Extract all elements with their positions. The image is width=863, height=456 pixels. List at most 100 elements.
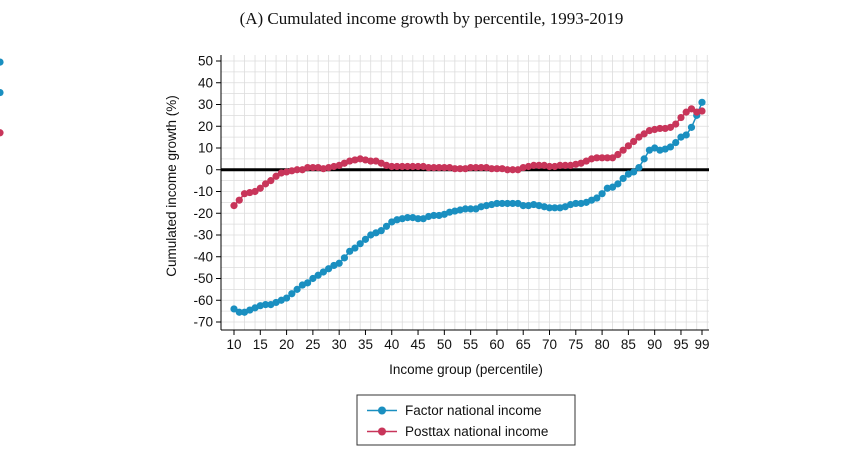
data-point: [325, 265, 333, 273]
data-point: [509, 199, 517, 208]
data-point: [272, 172, 280, 180]
x-tick-label: 80: [595, 337, 610, 352]
data-point: [472, 163, 480, 172]
y-axis: -70 -60 -50 -40 -30 -20 -10 0 10 20 30 40 50: [193, 54, 222, 330]
data-point: [503, 199, 512, 208]
x-tick-label: 95: [673, 337, 688, 352]
data-point: [461, 205, 469, 213]
x-tick-label: 75: [568, 337, 583, 352]
data-point: [551, 204, 559, 212]
data-point: [251, 187, 259, 196]
data-point: [498, 199, 506, 208]
y-tick-label: 50: [198, 54, 213, 69]
data-point: [293, 166, 301, 174]
data-point: [377, 227, 385, 235]
data-point: [467, 163, 475, 172]
data-point: [456, 165, 464, 173]
gridlines: [221, 55, 709, 330]
data-point: [314, 271, 322, 279]
data-point: [535, 161, 543, 169]
data-point: [309, 163, 317, 172]
data-point: [545, 204, 554, 212]
x-tick-label: 65: [516, 337, 531, 352]
series-posttax: [0, 105, 706, 210]
x-tick-label: 15: [253, 337, 268, 352]
y-tick-label: -40: [193, 249, 213, 264]
data-point: [687, 105, 696, 113]
data-point: [424, 163, 433, 172]
data-point: [430, 211, 438, 220]
y-tick-label: -50: [193, 271, 213, 286]
data-point: [356, 240, 364, 248]
data-point: [614, 180, 622, 188]
x-tick-label: 55: [463, 337, 478, 352]
data-point: [335, 259, 343, 267]
data-point: [304, 163, 312, 172]
y-tick-label: 30: [198, 97, 213, 112]
data-point: [488, 165, 496, 173]
data-point: [361, 235, 370, 243]
data-point: [630, 137, 638, 146]
data-point: [614, 150, 622, 159]
legend-swatch-marker-factor: [378, 406, 386, 415]
data-point: [545, 162, 554, 171]
legend-swatch-marker-posttax: [378, 427, 386, 436]
data-point: [493, 165, 501, 173]
data-point: [0, 58, 4, 66]
x-tick-label: 85: [621, 337, 636, 352]
x-axis: 10 15 20 25 30 35 40 45 50 55 60 65 70 75 80 85 90 95 99: [221, 329, 710, 352]
data-point: [656, 124, 664, 133]
data-point: [624, 142, 632, 150]
data-point: [230, 202, 238, 210]
y-tick-label: 0: [205, 162, 213, 177]
data-point: [666, 123, 675, 131]
data-point: [593, 154, 601, 162]
data-point: [293, 285, 301, 293]
x-tick-label: 30: [332, 337, 347, 352]
y-tick-label: -70: [193, 315, 213, 330]
legend-label-factor: Factor national income: [405, 403, 542, 418]
y-tick-label: -20: [193, 206, 213, 221]
y-tick-label: -60: [193, 293, 213, 308]
data-point: [619, 146, 627, 154]
data-point: [0, 129, 4, 137]
data-point: [261, 301, 270, 309]
y-tick-label: 20: [198, 119, 213, 134]
data-point: [666, 143, 675, 151]
data-point: [598, 154, 606, 162]
data-point: [288, 290, 296, 298]
legend-item-factor: Factor national income: [367, 403, 542, 418]
y-tick-label: -10: [193, 184, 213, 199]
data-point: [451, 165, 459, 173]
data-point: [440, 163, 448, 172]
series-factor: [0, 58, 706, 316]
x-tick-label: 90: [647, 337, 662, 352]
data-point: [409, 162, 417, 171]
data-point: [609, 154, 617, 162]
data-point: [556, 161, 564, 169]
data-point: [682, 131, 690, 139]
plot-area: -70 -60 -50 -40 -30 -20 -10 0 10 20 30 40 50 10 15 20 2…: [0, 54, 710, 352]
data-point: [393, 162, 401, 171]
data-point: [230, 305, 238, 313]
data-point: [530, 161, 538, 169]
data-point: [0, 88, 4, 97]
data-point: [414, 215, 422, 223]
data-point: [367, 157, 375, 165]
data-point: [493, 199, 501, 208]
data-point: [698, 98, 706, 106]
data-point: [304, 279, 312, 287]
x-axis-label: Income group (percentile): [389, 362, 543, 377]
data-point: [309, 274, 317, 283]
data-point: [682, 108, 690, 116]
data-point: [603, 154, 611, 162]
legend-item-posttax: Posttax national income: [367, 424, 548, 439]
data-point: [346, 247, 354, 255]
data-point: [635, 133, 643, 141]
x-tick-label: 45: [411, 337, 426, 352]
y-tick-label: 40: [198, 75, 213, 90]
data-point: [519, 202, 527, 210]
x-tick-label: 10: [226, 337, 241, 352]
data-point: [640, 130, 648, 138]
